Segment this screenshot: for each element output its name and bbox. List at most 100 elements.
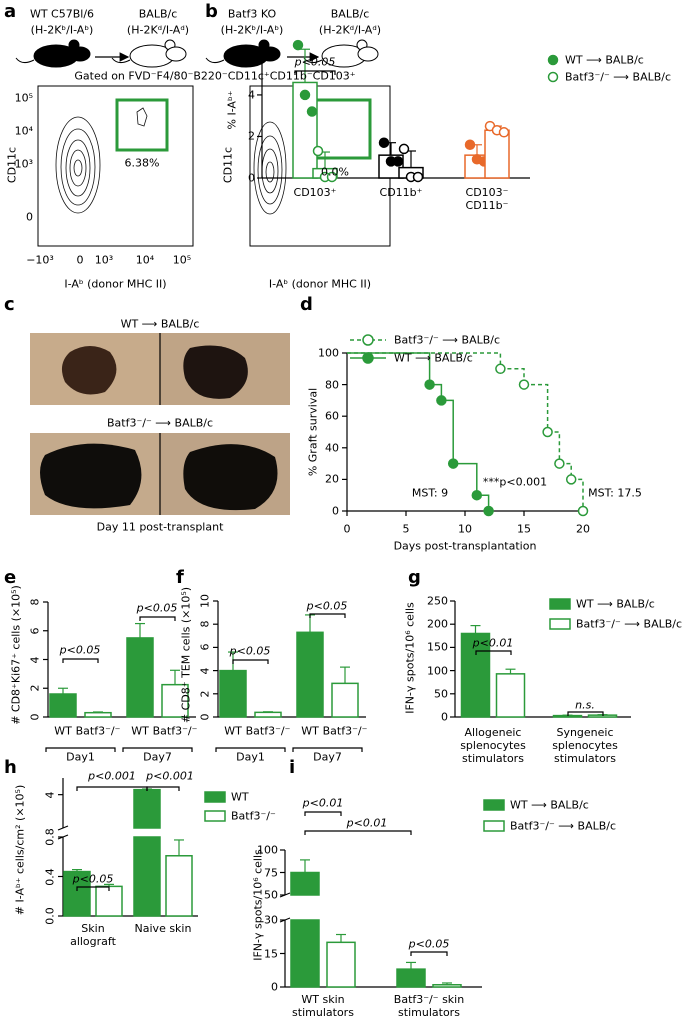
error-bar [72, 868, 82, 872]
data-point [424, 379, 435, 390]
data-point [312, 145, 324, 157]
error-bar [58, 687, 68, 694]
bar-lower [133, 836, 161, 917]
legend-marker [549, 598, 571, 610]
bar-upper [133, 788, 161, 829]
data-point [306, 106, 318, 117]
bar [126, 637, 154, 718]
data-point [292, 39, 304, 51]
data-point [326, 171, 338, 183]
bar [331, 682, 359, 718]
error-bar [104, 883, 114, 887]
error-bar [263, 711, 273, 713]
photo [30, 333, 290, 515]
data-point [392, 156, 404, 167]
survival-step [347, 352, 431, 385]
bar [290, 871, 320, 988]
data-point [498, 127, 510, 138]
bracket [567, 711, 604, 716]
bracket [410, 951, 448, 956]
data-point [464, 139, 476, 151]
data-point [577, 505, 589, 517]
error-bar [406, 150, 416, 168]
error-bar [135, 622, 145, 638]
bracket [309, 613, 346, 618]
head [357, 46, 379, 62]
bracket [304, 811, 342, 816]
legend-marker [362, 352, 374, 364]
error-bar [170, 669, 180, 685]
bar-upper [290, 871, 320, 896]
flow-plot-frame [37, 85, 194, 247]
legend-marker [547, 54, 559, 66]
bar [296, 631, 324, 718]
bar [84, 711, 112, 718]
bar [432, 984, 462, 988]
head [259, 46, 281, 62]
bar [396, 968, 426, 988]
bar [161, 683, 189, 718]
legend-marker [204, 810, 226, 822]
legend-marker [204, 791, 226, 803]
survival-step [500, 368, 525, 385]
bracket [475, 650, 512, 655]
legend-marker [549, 618, 571, 630]
legend-marker [483, 820, 505, 832]
bracket [62, 658, 99, 663]
mouse-icon [111, 39, 187, 68]
bar [254, 711, 282, 718]
data-point [518, 379, 530, 390]
error-bar [93, 711, 103, 713]
error-bar [470, 624, 481, 634]
head [165, 46, 187, 62]
error-bar [505, 668, 516, 674]
data-point [378, 137, 390, 148]
survival-step [524, 383, 549, 432]
bracket [146, 786, 180, 791]
bar-lower [290, 919, 320, 988]
legend-marker [362, 334, 374, 346]
mouse-icon [205, 39, 281, 68]
data-point [412, 171, 424, 183]
bar [63, 870, 91, 917]
group-bracket [45, 747, 116, 752]
data-point [299, 89, 311, 101]
data-point [398, 143, 410, 155]
bracket [76, 886, 110, 891]
mouse-icon [303, 39, 379, 68]
data-point [542, 426, 553, 438]
bar [165, 855, 193, 917]
data-point [565, 474, 577, 485]
bracket [139, 616, 176, 621]
gate [115, 98, 169, 152]
tail [111, 57, 131, 64]
error-bar [442, 982, 452, 985]
error-bar [336, 933, 346, 943]
group-bracket [122, 747, 193, 752]
bracket [304, 830, 412, 835]
group-bracket [215, 747, 286, 752]
error-bar [174, 839, 184, 856]
head [69, 46, 91, 62]
tail [303, 57, 323, 64]
error-bar [406, 961, 416, 970]
bracket [294, 70, 336, 75]
bar [484, 129, 510, 179]
group-bracket [292, 747, 363, 752]
error-bar [300, 859, 310, 873]
tail [205, 57, 225, 64]
bar [460, 632, 491, 718]
tail [15, 57, 35, 64]
contour [55, 107, 287, 215]
bar [49, 693, 77, 718]
survival-step [453, 462, 478, 496]
bracket [232, 659, 269, 664]
data-point [436, 395, 447, 406]
data-point [471, 489, 483, 501]
data-point [554, 458, 565, 469]
data-point [483, 505, 494, 517]
legend-marker [483, 799, 505, 811]
survival-step [441, 399, 454, 464]
